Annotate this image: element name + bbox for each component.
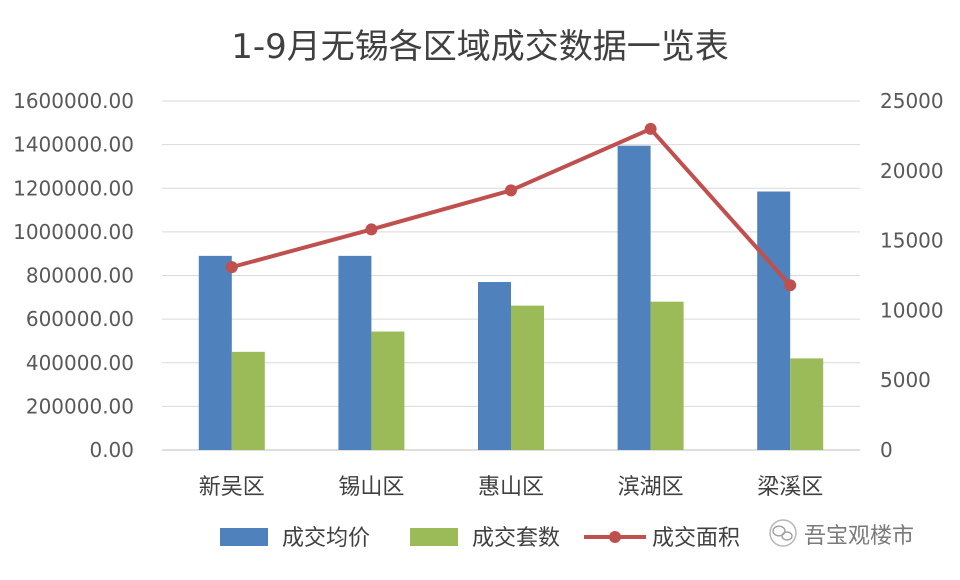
left-axis-tick-label: 1200000.00 [13,176,134,200]
legend-item: 成交均价 [220,526,370,551]
line-area [231,126,792,287]
line-point [784,279,797,292]
watermark-text: 吾宝观楼市 [804,524,914,549]
watermark: 吾宝观楼市 [769,519,914,549]
line-point [644,122,657,135]
bar-units [231,351,265,450]
left-axis-tick-label: 200000.00 [26,394,134,418]
right-axis: 0 5000 10000 15000 20000 25000 [880,89,944,462]
bar-avg-price [198,255,232,450]
bar-avg-price [757,191,791,450]
line-point [505,184,517,197]
bars [198,145,824,450]
right-axis-tick-label: 0 [880,438,893,462]
legend-marker [609,531,621,543]
wechat-icon [769,519,797,547]
legend-label: 成交套数 [472,526,560,551]
bar-units [511,305,544,450]
bar-units [371,331,405,450]
bar-avg-price [478,282,511,450]
line-point [225,261,238,274]
left-axis: 0.00 200000.00 400000.00 600000.00 800000.00… [13,89,134,462]
left-axis-tick-label: 1000000.00 [13,220,134,244]
bar-avg-price [338,255,372,450]
bar-avg-price [617,145,651,450]
chart-title: 1-9月无锡各区域成交数据一览表 [231,27,729,67]
right-axis-tick-label: 5000 [880,368,931,392]
left-axis-tick-label: 1400000.00 [13,133,134,157]
category-labels: 新吴区 锡山区 惠山区 滨湖区 梁溪区 [199,475,823,500]
left-axis-tick-label: 600000.00 [26,307,134,331]
left-axis-tick-label: 0.00 [89,438,134,462]
legend-item: 成交套数 [410,526,560,551]
category-label: 滨湖区 [618,475,684,500]
category-label: 梁溪区 [757,475,823,500]
left-axis-tick-label: 1600000.00 [13,89,134,113]
right-axis-tick-label: 15000 [880,229,944,253]
gridlines [162,100,860,451]
left-axis-tick-label: 800000.00 [26,264,134,288]
bar-units [650,301,684,450]
legend-swatch [220,528,268,546]
right-axis-tick-label: 25000 [880,89,944,113]
line-series [225,122,797,292]
left-axis-tick-label: 400000.00 [26,351,134,375]
line-point [365,223,378,236]
category-label: 新吴区 [199,475,265,500]
bar-units [790,358,824,450]
category-label: 惠山区 [478,475,544,500]
legend-item: 成交面积 [584,526,740,551]
legend-label: 成交面积 [652,526,740,551]
right-axis-tick-label: 10000 [880,298,944,322]
legend-swatch [410,528,458,546]
right-axis-tick-label: 20000 [880,159,944,183]
legend-label: 成交均价 [282,526,370,551]
legend: 成交均价 成交套数 成交面积 [220,526,740,551]
category-label: 锡山区 [338,475,404,500]
